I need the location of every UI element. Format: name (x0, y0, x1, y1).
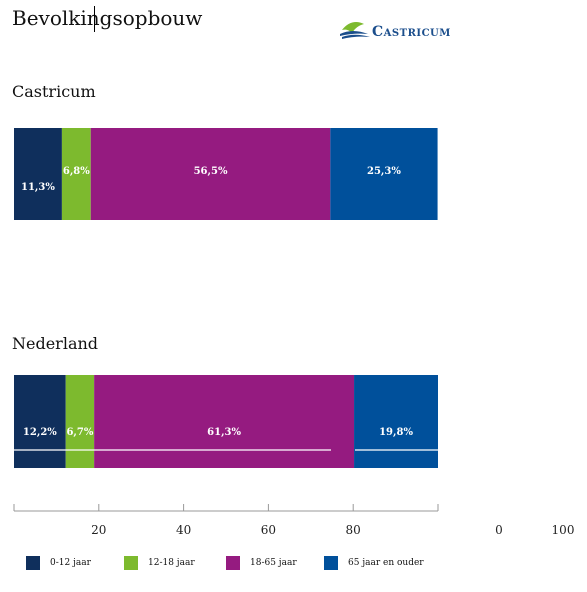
legend-label-0: 0-12 jaar (50, 558, 91, 568)
legend-swatch-3 (324, 556, 338, 570)
legend-item-2: 18-65 jaar (226, 556, 297, 570)
bar-nederland-segment-1 (65, 375, 95, 468)
data-label-castricum-1: 6,8% (63, 166, 90, 177)
x-tick-label-extra-0: 0 (495, 523, 503, 537)
x-tick-label-1: 40 (176, 523, 191, 537)
chart-title-castricum: Castricum (12, 82, 96, 101)
bar-nederland-segment-3 (354, 375, 438, 468)
bar-castricum-segment-2 (90, 128, 331, 220)
legend-swatch-2 (226, 556, 240, 570)
x-tick-label-extra-1: 100 (552, 523, 575, 537)
text-cursor (94, 6, 95, 32)
legend-label-3: 65 jaar en ouder (348, 558, 424, 568)
chart-title-nederland: Nederland (12, 334, 99, 353)
legend-label-1: 12-18 jaar (148, 558, 195, 568)
bar-nederland-segment-2 (94, 375, 355, 468)
x-tick-label-0: 20 (91, 523, 106, 537)
data-label-nederland-1: 6,7% (66, 427, 93, 438)
data-label-castricum-0: 11,3% (21, 182, 55, 193)
legend-swatch-1 (124, 556, 138, 570)
legend-item-3: 65 jaar en ouder (324, 556, 424, 570)
bar-castricum-segment-3 (330, 128, 438, 220)
bar-castricum-segment-1 (61, 128, 91, 220)
data-label-nederland-2: 61,3% (207, 427, 241, 438)
x-tick-label-3: 80 (346, 523, 361, 537)
legend-swatch-0 (26, 556, 40, 570)
bar-castricum-segment-0 (14, 128, 62, 220)
data-label-castricum-2: 56,5% (194, 166, 228, 177)
legend-label-2: 18-65 jaar (250, 558, 297, 568)
data-label-nederland-3: 19,8% (379, 427, 413, 438)
bar-nederland-segment-0 (14, 375, 66, 468)
legend-item-0: 0-12 jaar (26, 556, 91, 570)
castricum-logo-icon (340, 22, 370, 39)
data-label-castricum-3: 25,3% (367, 166, 401, 177)
data-label-nederland-0: 12,2% (23, 427, 57, 438)
logo-text: CASTRICUM (372, 24, 451, 40)
x-tick-label-2: 60 (261, 523, 276, 537)
legend-item-1: 12-18 jaar (124, 556, 195, 570)
page-title: Bevolkingsopbouw (12, 6, 203, 30)
